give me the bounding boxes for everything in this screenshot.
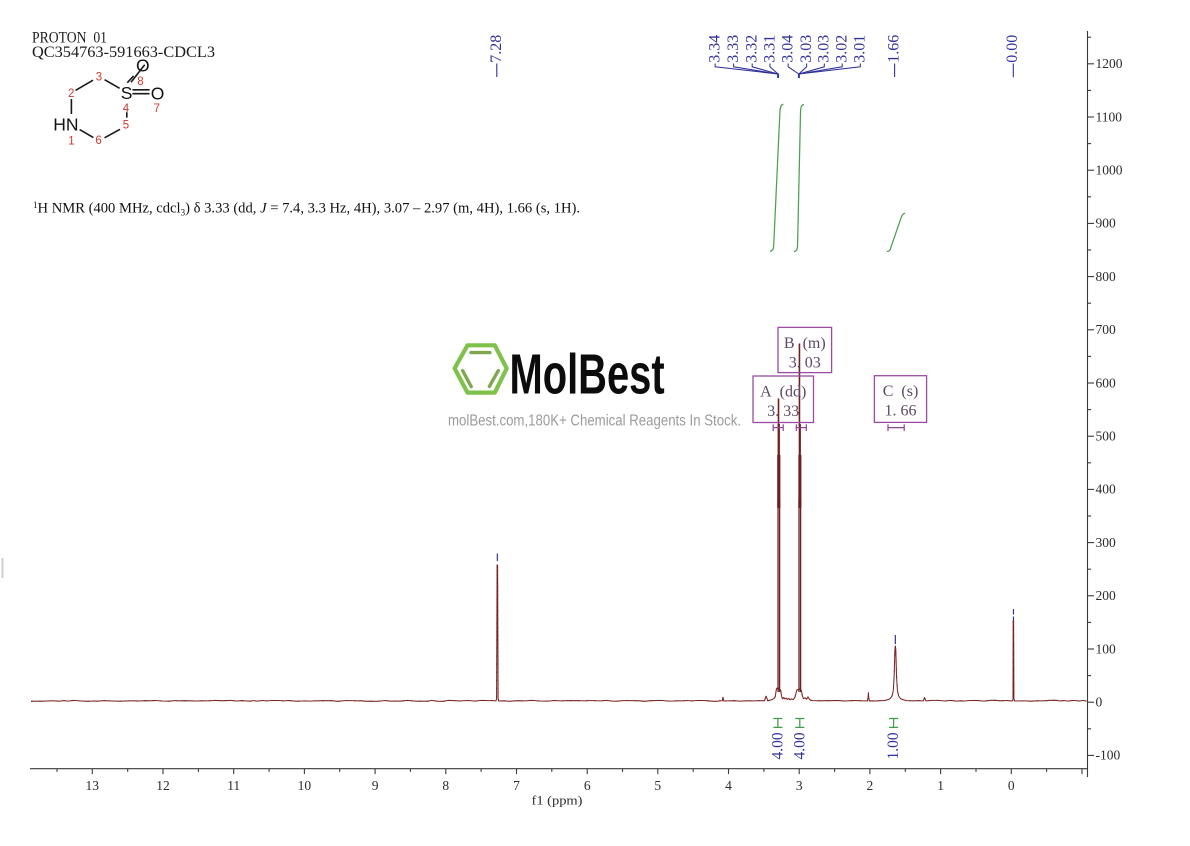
svg-text:PROTON 01: PROTON 01 bbox=[32, 30, 107, 47]
svg-text:3. 33: 3. 33 bbox=[767, 403, 799, 420]
svg-text:3: 3 bbox=[796, 778, 803, 793]
svg-text:700: 700 bbox=[1096, 322, 1117, 337]
svg-text:13: 13 bbox=[86, 778, 100, 793]
svg-text:molBest.com,180K+ Chemical Rea: molBest.com,180K+ Chemical Reagents In S… bbox=[448, 413, 741, 430]
svg-text:1100: 1100 bbox=[1096, 109, 1123, 124]
svg-text:2: 2 bbox=[867, 778, 874, 793]
svg-text:5: 5 bbox=[123, 120, 129, 132]
svg-text:3: 3 bbox=[96, 72, 102, 84]
svg-text:4.00: 4.00 bbox=[769, 732, 786, 759]
svg-text:f1 (ppm): f1 (ppm) bbox=[532, 793, 583, 808]
svg-text:A (dd): A (dd) bbox=[760, 384, 806, 401]
svg-text:6: 6 bbox=[95, 135, 101, 147]
svg-text:3.01: 3.01 bbox=[852, 35, 869, 63]
svg-text:O: O bbox=[151, 83, 165, 103]
svg-text:4.00: 4.00 bbox=[791, 732, 808, 759]
svg-text:200: 200 bbox=[1096, 588, 1117, 603]
svg-text:600: 600 bbox=[1096, 375, 1117, 390]
svg-text:6: 6 bbox=[584, 778, 591, 793]
svg-text:300: 300 bbox=[1096, 535, 1117, 550]
svg-text:1.00: 1.00 bbox=[885, 732, 902, 759]
svg-text:1: 1 bbox=[937, 778, 944, 793]
svg-text:C (s): C (s) bbox=[883, 383, 919, 400]
svg-text:12: 12 bbox=[156, 778, 170, 793]
svg-text:7: 7 bbox=[154, 103, 160, 115]
svg-text:2: 2 bbox=[68, 88, 74, 100]
svg-text:3.33: 3.33 bbox=[725, 35, 742, 63]
svg-text:3.03: 3.03 bbox=[816, 35, 833, 63]
svg-text:3.31: 3.31 bbox=[761, 35, 778, 63]
svg-text:7: 7 bbox=[513, 778, 520, 793]
svg-text:11: 11 bbox=[227, 778, 240, 793]
svg-text:4: 4 bbox=[725, 778, 732, 793]
svg-text:9: 9 bbox=[372, 778, 379, 793]
svg-text:800: 800 bbox=[1096, 269, 1117, 284]
svg-text:3.04: 3.04 bbox=[780, 35, 797, 63]
svg-text:S: S bbox=[121, 83, 133, 103]
svg-text:1: 1 bbox=[68, 135, 74, 147]
svg-text:0: 0 bbox=[1096, 695, 1103, 710]
svg-text:4: 4 bbox=[123, 103, 130, 115]
svg-text:HN: HN bbox=[53, 115, 78, 135]
svg-text:B (m): B (m) bbox=[784, 335, 826, 352]
svg-text:1H NMR (400 MHz, cdcl3) δ 3.33: 1H NMR (400 MHz, cdcl3) δ 3.33 (dd, J = … bbox=[33, 200, 580, 217]
svg-text:0: 0 bbox=[1008, 778, 1015, 793]
svg-text:8: 8 bbox=[137, 76, 143, 88]
svg-text:5: 5 bbox=[654, 778, 661, 793]
svg-text:3.32: 3.32 bbox=[744, 35, 761, 63]
svg-text:400: 400 bbox=[1096, 482, 1117, 497]
svg-text:1000: 1000 bbox=[1096, 163, 1123, 178]
svg-text:-100: -100 bbox=[1096, 748, 1121, 763]
svg-text:7.28: 7.28 bbox=[488, 35, 505, 63]
svg-text:3. 03: 3. 03 bbox=[789, 354, 821, 371]
svg-text:1. 66: 1. 66 bbox=[885, 403, 917, 420]
svg-text:500: 500 bbox=[1096, 429, 1117, 444]
svg-text:QC354763-591663-CDCL3: QC354763-591663-CDCL3 bbox=[32, 44, 215, 61]
svg-text:3.03: 3.03 bbox=[798, 35, 815, 63]
svg-text:O: O bbox=[136, 56, 150, 76]
svg-text:3.34: 3.34 bbox=[707, 35, 724, 63]
svg-text:0.00: 0.00 bbox=[1004, 35, 1021, 63]
svg-text:10: 10 bbox=[298, 778, 312, 793]
svg-text:3.02: 3.02 bbox=[834, 35, 851, 63]
svg-text:1200: 1200 bbox=[1096, 56, 1123, 71]
svg-text:900: 900 bbox=[1096, 216, 1117, 231]
svg-text:100: 100 bbox=[1096, 641, 1117, 656]
svg-text:MolBest: MolBest bbox=[510, 343, 665, 407]
svg-text:1.66: 1.66 bbox=[886, 35, 903, 63]
svg-text:8: 8 bbox=[442, 778, 449, 793]
